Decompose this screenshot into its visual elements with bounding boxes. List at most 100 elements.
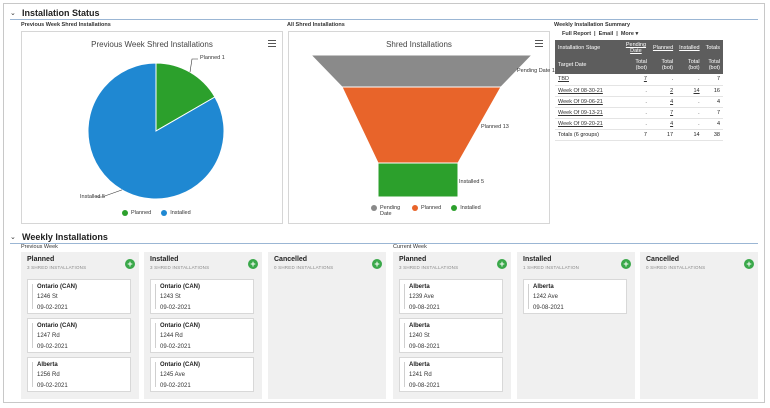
row-target-date-link[interactable]: Week Of 09-13-21 [555, 107, 622, 119]
add-installation-button[interactable]: + [372, 259, 382, 269]
card-address: 1242 Ave [533, 294, 558, 300]
kanban-column: Installed 3 SHRED INSTALLATIONS + Ontario (… [144, 252, 262, 399]
add-installation-button[interactable]: + [248, 259, 258, 269]
pie-connector [96, 189, 123, 198]
installation-card[interactable]: Ontario (CAN) 1245 Ave 09-02-2021 [150, 357, 254, 392]
card-address: 1247 Rd [37, 333, 60, 339]
funnel-label-planned: Planned 13 [481, 124, 509, 130]
summary-header-row: Installation Stage Pending Date Planned … [555, 40, 723, 56]
legend-dot [371, 205, 377, 211]
add-installation-button[interactable]: + [497, 259, 507, 269]
dashboard-frame: ⌄ Installation Status Previous Week Shre… [3, 3, 765, 403]
legend-item-installed[interactable]: Installed [451, 205, 481, 211]
add-installation-button[interactable]: + [744, 259, 754, 269]
legend-item-planned[interactable]: Planned [412, 205, 441, 211]
full-report-link[interactable]: Full Report [562, 31, 592, 37]
add-installation-button[interactable]: + [125, 259, 135, 269]
row-target-date-link[interactable]: Week Of 09-06-21 [555, 96, 622, 108]
pie-chart-card: Previous Week Shred Installations Planne… [21, 31, 283, 224]
column-count: 0 SHRED INSTALLATIONS [646, 265, 706, 270]
table-cell: . [649, 74, 677, 86]
weekly-installations-header[interactable]: ⌄ Weekly Installations [10, 231, 108, 243]
funnel-segment-installed[interactable] [377, 162, 459, 198]
more-menu[interactable]: More ▾ [620, 31, 639, 37]
menu-icon[interactable] [535, 40, 543, 47]
installation-card[interactable]: Ontario (CAN) 1247 Rd 09-02-2021 [27, 318, 131, 353]
column-title: Cancelled [646, 256, 680, 263]
subheader-total: Total (bot) [649, 56, 677, 74]
card-region: Alberta [533, 284, 554, 290]
funnel-legend: Pending Date Planned Installed [371, 205, 481, 217]
installation-card[interactable]: Alberta 1241 Rd 09-08-2021 [399, 357, 503, 392]
pie-legend: Planned Installed [122, 210, 191, 216]
table-cell: . [621, 118, 650, 130]
card-accent [404, 362, 405, 387]
legend-item-installed[interactable]: Installed [161, 210, 191, 216]
row-target-date-link[interactable]: Week Of 09-20-21 [555, 118, 622, 130]
legend-dot [161, 210, 168, 216]
card-region: Ontario (CAN) [160, 323, 200, 329]
installation-card[interactable]: Alberta 1256 Rd 09-02-2021 [27, 357, 131, 392]
pie-chart-svg [87, 58, 225, 200]
installation-card[interactable]: Alberta 1239 Ave 09-08-2021 [399, 279, 503, 314]
column-title: Installed [523, 256, 552, 263]
card-region: Alberta [409, 362, 430, 368]
col-header-installed[interactable]: Installed [676, 40, 703, 56]
installation-card[interactable]: Ontario (CAN) 1243 St 09-02-2021 [150, 279, 254, 314]
card-date: 09-08-2021 [409, 383, 440, 389]
legend-item-pending[interactable]: Pending Date [371, 205, 402, 217]
installation-card[interactable]: Alberta 1242 Ave 09-08-2021 [523, 279, 627, 314]
card-date: 09-02-2021 [160, 344, 191, 350]
table-cell: 4 [649, 118, 677, 130]
installation-card[interactable]: Ontario (CAN) 1244 Rd 09-02-2021 [150, 318, 254, 353]
pie-label-planned: Planned 1 [200, 55, 225, 61]
card-accent [528, 284, 529, 309]
totals-cell: 7 [621, 129, 650, 141]
table-row: TBD 7.. 7 [555, 74, 723, 86]
funnel-label-pending: Pending Date 1 [517, 68, 555, 74]
totals-cell: 14 [676, 129, 703, 141]
pie-panel-label: Previous Week Shred Installations [21, 22, 111, 28]
legend-item-planned[interactable]: Planned [122, 210, 151, 216]
menu-icon[interactable] [268, 40, 276, 47]
column-count: 3 SHRED INSTALLATIONS [399, 265, 459, 270]
table-cell: 7 [649, 107, 677, 119]
kanban-column: Planned 3 SHRED INSTALLATIONS + Alberta 1239… [393, 252, 511, 399]
card-address: 1246 St [37, 294, 58, 300]
table-cell: . [676, 96, 703, 108]
card-address: 1244 Rd [160, 333, 183, 339]
card-address: 1256 Rd [37, 372, 60, 378]
add-installation-button[interactable]: + [621, 259, 631, 269]
email-link[interactable]: Email [598, 31, 614, 37]
installation-card[interactable]: Ontario (CAN) 1246 St 09-02-2021 [27, 279, 131, 314]
column-title: Planned [399, 256, 427, 263]
totals-cell: Totals (6 groups) [555, 129, 622, 141]
card-region: Alberta [37, 362, 58, 368]
totals-cell: 17 [649, 129, 677, 141]
funnel-segment-pending[interactable] [309, 54, 534, 88]
pie-slice-planned[interactable] [155, 62, 216, 132]
installation-status-header[interactable]: ⌄ Installation Status [10, 7, 100, 19]
chevron-down-icon[interactable]: ⌄ [10, 234, 16, 241]
col-header-planned[interactable]: Planned [649, 40, 677, 56]
current-week-label: Current Week [393, 244, 427, 250]
card-address: 1239 Ave [409, 294, 434, 300]
table-cell: 4 [702, 96, 723, 108]
subheader-target-date: Target Date [555, 56, 622, 74]
card-date: 09-02-2021 [160, 383, 191, 389]
row-target-date-link[interactable]: TBD [555, 74, 622, 86]
chevron-down-icon[interactable]: ⌄ [10, 10, 16, 17]
card-region: Ontario (CAN) [37, 323, 77, 329]
previous-week-label: Previous Week [21, 244, 58, 250]
card-date: 09-02-2021 [37, 383, 68, 389]
col-header-pending[interactable]: Pending Date [621, 40, 650, 56]
funnel-panel-label: All Shred Installations [287, 22, 345, 28]
funnel-segment-planned[interactable] [341, 86, 502, 164]
card-accent [32, 284, 33, 309]
row-target-date-link[interactable]: Week Of 08-30-21 [555, 85, 622, 97]
col-header-totals: Totals [702, 40, 723, 56]
table-cell: 16 [702, 85, 723, 97]
table-cell: 4 [702, 118, 723, 130]
pie-slice-installed[interactable] [87, 62, 225, 200]
installation-card[interactable]: Alberta 1240 St 09-08-2021 [399, 318, 503, 353]
